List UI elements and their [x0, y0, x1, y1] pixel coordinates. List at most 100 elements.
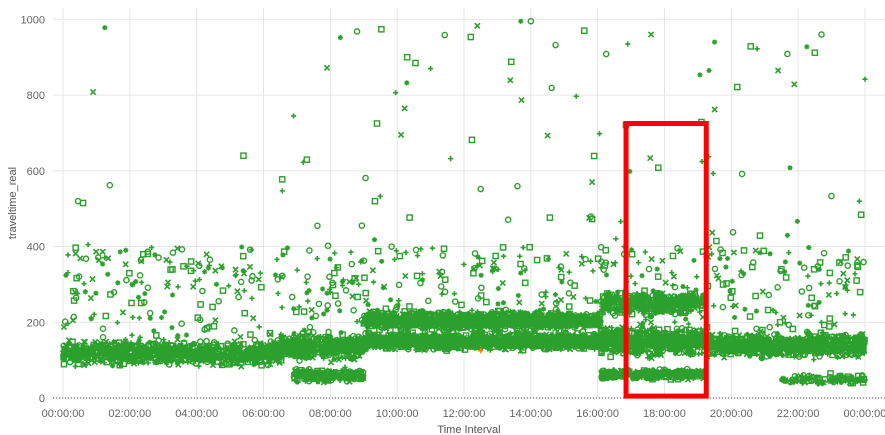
- data-point: [355, 346, 361, 352]
- data-point: [152, 360, 158, 366]
- data-point: [211, 348, 218, 354]
- data-point: [277, 357, 285, 364]
- data-point: [191, 341, 197, 347]
- data-point: [209, 361, 217, 369]
- data-point: [245, 347, 253, 355]
- data-point: [101, 347, 108, 354]
- data-point: [157, 353, 163, 360]
- data-point: [161, 337, 167, 343]
- data-point: [183, 350, 189, 356]
- data-point: [248, 351, 255, 357]
- data-point: [200, 350, 206, 356]
- data-point: [113, 344, 119, 350]
- data-point: [82, 351, 89, 358]
- data-point: [345, 339, 353, 347]
- data-point: [317, 347, 323, 353]
- data-point: [60, 342, 67, 350]
- data-point: [225, 353, 233, 361]
- data-point: [279, 340, 286, 348]
- data-point: [566, 316, 572, 322]
- data-point: [210, 352, 216, 358]
- data-point: [317, 336, 324, 344]
- data-point: [300, 349, 306, 355]
- data-point: [145, 355, 152, 361]
- data-point: [151, 347, 159, 355]
- data-point: [138, 350, 144, 356]
- data-point: [162, 355, 170, 363]
- data-point: [272, 352, 278, 358]
- data-point: [161, 354, 169, 361]
- data-point: [60, 360, 68, 368]
- data-point: [313, 348, 319, 355]
- data-point: [115, 341, 122, 348]
- data-point: [251, 362, 257, 368]
- data-point: [252, 356, 260, 363]
- data-point: [127, 349, 135, 357]
- data-point: [108, 354, 114, 360]
- data-point: [168, 358, 175, 365]
- data-point: [196, 363, 202, 369]
- data-point: [573, 324, 579, 330]
- data-point: [235, 356, 241, 363]
- data-point: [207, 350, 214, 356]
- data-point: [87, 347, 95, 354]
- data-point: [302, 334, 310, 341]
- data-point: [88, 356, 95, 364]
- data-point: [321, 347, 328, 354]
- data-point: [298, 354, 304, 360]
- data-point: [116, 345, 124, 352]
- data-point: [228, 362, 235, 368]
- data-point: [145, 341, 153, 349]
- data-point: [345, 350, 351, 356]
- data-point: [81, 338, 89, 346]
- data-point: [628, 345, 634, 351]
- data-point: [233, 345, 240, 353]
- data-point: [120, 360, 128, 368]
- data-point: [305, 341, 313, 349]
- data-point: [321, 355, 327, 361]
- data-point: [96, 351, 102, 357]
- data-point: [108, 349, 116, 356]
- data-point: [191, 352, 197, 358]
- data-point: [75, 360, 82, 368]
- data-point: [202, 350, 210, 357]
- data-point: [153, 340, 159, 346]
- data-point: [69, 357, 75, 363]
- data-point: [265, 357, 272, 365]
- data-point: [305, 348, 311, 354]
- data-point: [352, 344, 359, 350]
- data-point: [458, 311, 465, 318]
- data-point: [243, 356, 249, 362]
- data-point: [341, 347, 348, 354]
- data-point: [339, 355, 345, 361]
- data-point: [210, 357, 217, 363]
- data-point: [337, 345, 343, 351]
- data-point: [104, 355, 110, 361]
- data-point: [332, 353, 339, 360]
- data-point: [93, 342, 101, 350]
- data-point: [175, 359, 181, 365]
- data-point: [615, 326, 621, 332]
- data-point: [223, 345, 229, 351]
- data-point: [129, 344, 136, 351]
- data-point: [173, 355, 180, 362]
- data-point: [195, 349, 201, 355]
- data-point: [136, 337, 142, 343]
- data-point: [139, 358, 146, 365]
- data-point: [229, 342, 236, 348]
- data-point: [325, 328, 332, 336]
- data-point: [348, 343, 355, 349]
- data-point: [258, 362, 265, 369]
- data-point: [686, 339, 692, 345]
- data-point: [338, 330, 344, 336]
- data-point: [326, 336, 332, 342]
- data-point: [317, 333, 323, 339]
- data-point: [166, 361, 173, 368]
- data-point: [166, 347, 172, 353]
- data-point: [197, 343, 203, 349]
- data-point: [61, 353, 67, 359]
- data-point: [147, 347, 155, 355]
- data-point: [463, 344, 469, 350]
- data-point: [499, 341, 505, 347]
